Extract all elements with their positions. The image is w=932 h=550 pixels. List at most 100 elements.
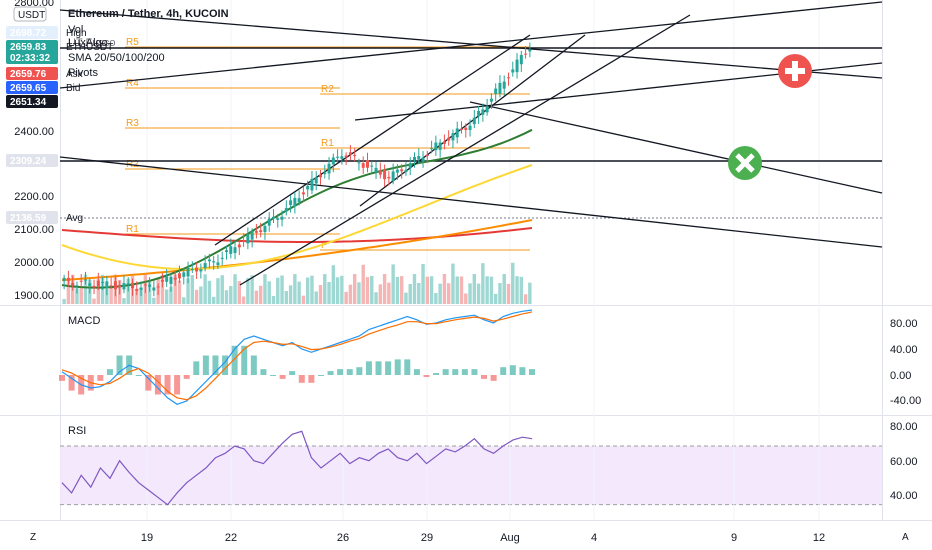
volume-bar (523, 294, 528, 304)
macd-histogram-bar (337, 369, 344, 375)
auto-scale-button[interactable]: A (902, 532, 909, 543)
macd-histogram-bar (394, 359, 401, 375)
volume-bar (528, 282, 532, 304)
volume-bar (395, 276, 400, 304)
macd-histogram-bar (365, 361, 372, 375)
macd-histogram-bar (212, 355, 219, 375)
volume-bar (335, 277, 340, 304)
candle-body (404, 169, 408, 173)
candle-body (88, 283, 92, 286)
candle-body (314, 177, 318, 184)
candle-body (160, 279, 164, 282)
candles (62, 42, 532, 297)
trend-line-upper-asc (59, 1, 883, 89)
candle-body (190, 268, 194, 270)
candle-body (250, 231, 254, 240)
candle-body (75, 285, 79, 287)
candle-body (331, 157, 335, 165)
candle-body (348, 152, 352, 155)
volume-bar (404, 292, 408, 304)
candle-body (391, 171, 395, 182)
macd-histogram-bar (174, 375, 181, 395)
x-tick-label: 22 (225, 532, 237, 544)
volume-bar (233, 274, 237, 304)
pivot-label: R4 (126, 78, 139, 89)
volume-bar (263, 274, 267, 304)
candle-body (263, 225, 267, 233)
candle-body (357, 162, 361, 164)
volume-bar (207, 280, 212, 304)
volume-bar (284, 291, 289, 304)
macd-histogram-bar (519, 367, 526, 375)
macd-histogram-bar (481, 375, 488, 379)
candle-body (310, 178, 314, 191)
volume-bar (378, 284, 383, 304)
candle-body (485, 106, 489, 113)
candle-body (178, 273, 181, 279)
price-tag (6, 211, 58, 224)
candle-body (455, 128, 459, 138)
volume-bar (66, 279, 71, 304)
volume-bar (79, 287, 83, 304)
volume-bar (425, 276, 430, 304)
pivot-label: R1 (126, 224, 139, 235)
candle-body (301, 192, 305, 195)
volume-bar (224, 290, 229, 304)
candle-body (387, 176, 391, 179)
candle-body (361, 163, 365, 168)
candle-body (71, 282, 75, 286)
sma-100-line (61, 219, 533, 281)
volume-bar (485, 276, 489, 304)
price-tag-value: 2698.72 (10, 28, 47, 39)
volume-bar (387, 282, 391, 304)
volume-bar (374, 292, 378, 304)
candle-body (507, 77, 510, 79)
candle-body (66, 277, 70, 281)
y-tick-label: 2400.00 (14, 126, 54, 138)
volume-bar (241, 296, 246, 304)
candle-body (511, 69, 515, 73)
y-tick-label: 2100.00 (14, 224, 54, 236)
macd-signal-line (61, 311, 533, 401)
rsi-band (60, 446, 882, 505)
sma-200-line (61, 227, 533, 243)
macd-histogram-bar (231, 345, 238, 375)
candle-body (246, 234, 250, 244)
candle-body (207, 259, 211, 262)
candle-body (383, 169, 387, 180)
candle-body (182, 272, 186, 277)
candle-body (421, 157, 425, 162)
candle-body (378, 170, 382, 175)
candle-body (417, 156, 421, 160)
macd-histogram-bar (202, 355, 209, 375)
legend-item-luxalgo: LuxAlgo (68, 37, 108, 49)
volume-bar (297, 281, 301, 304)
volume-bar (357, 282, 361, 304)
y-tick-label: 2000.00 (14, 257, 54, 269)
macd-histogram-bar (385, 361, 392, 375)
volume-bar (421, 263, 425, 304)
volume-bar (464, 293, 468, 304)
volume-bar (75, 288, 79, 304)
macd-histogram-bar (106, 369, 113, 375)
candle-body (395, 169, 399, 173)
candle-body (96, 280, 100, 287)
candle-body (323, 172, 327, 175)
price-tag (6, 40, 58, 64)
volume-bar (370, 275, 374, 304)
price-tag-value: 2659.83 (10, 42, 47, 53)
candle-body (400, 169, 404, 172)
macd-histogram-bar (442, 369, 449, 375)
volume-bar (310, 275, 314, 304)
volume-bar (331, 265, 336, 304)
price-tag (6, 95, 58, 108)
rsi-line (61, 430, 533, 506)
volume-bar (476, 283, 481, 304)
volume-bar (173, 274, 177, 304)
volume-bar (62, 299, 66, 304)
volume-bar (434, 293, 438, 304)
volume-bar (442, 274, 447, 304)
tz-icon[interactable]: Z (30, 532, 36, 543)
volume-bar (399, 276, 404, 304)
